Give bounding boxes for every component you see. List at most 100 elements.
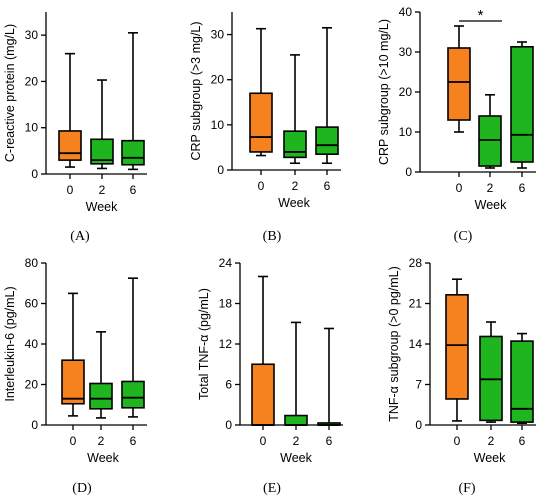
y-tick-label: 20	[399, 85, 413, 99]
box-week-2	[284, 321, 308, 426]
chart-panel-3: 0 10 20 30 40 0 2 6 Week CRP subgroup (>10 mg/L) *…	[377, 5, 536, 244]
box-week-0	[251, 275, 275, 426]
y-axis-title: CRP subgroup (>10 mg/L)	[377, 19, 391, 165]
box-iqr	[478, 115, 502, 167]
x-tick-label: 2	[99, 183, 106, 197]
chart-panel-6: 0 7 14 21 28 0 2 6 Week TNF-α subgroup (>0 pg/mL)…	[387, 256, 536, 496]
x-tick-label: 6	[130, 183, 137, 197]
box-week-6	[315, 26, 339, 165]
panel-label: (E)	[263, 481, 281, 496]
y-tick-label: 60	[25, 297, 39, 311]
y-tick-label: 0	[415, 418, 422, 432]
box-week-6	[121, 277, 145, 418]
y-tick-label: 21	[409, 297, 423, 311]
y-axis-title: TNF-α subgroup (>0 pg/mL)	[387, 266, 401, 422]
box-iqr	[58, 130, 82, 161]
panel-label: (C)	[454, 229, 473, 244]
box-week-0	[445, 278, 469, 422]
box-week-6	[510, 332, 534, 425]
panel-label: (B)	[263, 229, 282, 244]
y-axis-title: CRP subgroup (>3 mg/L)	[189, 21, 203, 160]
y-tick-label: 0	[217, 163, 224, 177]
chart-panel-4: 0 20 40 60 80 0 2 6 Week Interleukin-6 (pg/mL) (D)	[3, 256, 147, 496]
y-tick-label: 10	[211, 118, 225, 132]
x-tick-label: 0	[454, 434, 461, 448]
y-tick-label: 80	[25, 256, 39, 270]
box-iqr	[89, 382, 113, 410]
y-tick-label: 0	[31, 418, 38, 432]
y-tick-label: 40	[25, 337, 39, 351]
y-tick-label: 7	[415, 378, 422, 392]
box-week-6	[121, 32, 145, 171]
box-week-0	[61, 292, 85, 417]
y-axis-title: Total TNF-α (pg/mL)	[197, 288, 211, 400]
box-iqr	[251, 363, 275, 426]
y-tick-label: 6	[225, 378, 232, 392]
box-iqr	[90, 138, 114, 165]
x-tick-label: 2	[487, 181, 494, 195]
x-axis-title: Week	[280, 451, 312, 465]
panel-label: (F)	[458, 481, 475, 496]
box-week-2	[283, 54, 307, 165]
x-tick-label: 2	[98, 434, 105, 448]
box-iqr	[121, 380, 145, 409]
y-tick-label: 40	[399, 5, 413, 19]
y-axis-title: Interleukin-6 (pg/mL)	[3, 286, 17, 401]
y-tick-label: 20	[211, 73, 225, 87]
x-tick-label: 2	[488, 434, 495, 448]
box-week-6	[510, 41, 534, 169]
box-week-2	[89, 331, 113, 419]
y-tick-label: 30	[399, 45, 413, 59]
box-iqr	[61, 359, 85, 405]
x-tick-label: 6	[326, 434, 333, 448]
y-tick-label: 30	[25, 28, 39, 42]
panel-label: (D)	[72, 481, 92, 496]
box-week-2	[479, 321, 503, 423]
y-tick-label: 0	[225, 418, 232, 432]
chart-panel-1: 0 10 20 30 0 2 6 Week C-reactive protein (mg/L) (…	[3, 12, 147, 244]
box-week-2	[90, 79, 114, 170]
x-tick-label: 0	[260, 434, 267, 448]
y-tick-label: 10	[25, 121, 39, 135]
chart-panel-5: 0 6 12 18 24 0 2 6 Week Total TNF-α (pg/mL) (E)	[197, 256, 343, 496]
y-tick-label: 28	[409, 256, 423, 270]
panel-label: (A)	[70, 229, 90, 244]
x-tick-label: 2	[293, 434, 300, 448]
y-tick-label: 10	[399, 125, 413, 139]
box-week-0	[249, 27, 273, 157]
box-iqr	[447, 47, 471, 121]
x-axis-title: Week	[475, 198, 507, 212]
x-tick-label: 6	[130, 434, 137, 448]
y-tick-label: 18	[219, 297, 233, 311]
y-tick-label: 24	[219, 256, 233, 270]
box-iqr	[510, 340, 534, 423]
x-axis-title: Week	[86, 200, 118, 214]
box-week-6	[317, 327, 341, 426]
x-tick-label: 0	[67, 183, 74, 197]
chart-panel-2: 0 10 20 30 0 2 6 Week CRP subgroup (>3 mg/L) (B)	[189, 12, 341, 244]
box-iqr	[121, 139, 145, 166]
x-tick-label: 6	[324, 179, 331, 193]
x-axis-title: Week	[474, 451, 506, 465]
significance-star: *	[478, 7, 484, 24]
x-tick-label: 0	[70, 434, 77, 448]
x-tick-label: 2	[292, 179, 299, 193]
y-tick-label: 0	[31, 167, 38, 181]
box-week-0	[58, 52, 82, 168]
y-tick-label: 12	[219, 337, 233, 351]
x-tick-label: 6	[519, 181, 526, 195]
x-tick-label: 0	[258, 179, 265, 193]
x-tick-label: 6	[519, 434, 526, 448]
box-iqr	[510, 45, 534, 163]
y-tick-label: 30	[211, 28, 225, 42]
x-axis-title: Week	[87, 451, 119, 465]
box-week-2	[478, 94, 502, 169]
y-tick-label: 20	[25, 378, 39, 392]
box-iqr	[315, 126, 339, 156]
box-iqr	[445, 294, 469, 400]
y-axis-title: C-reactive protein (mg/L)	[3, 24, 17, 162]
y-tick-label: 0	[405, 165, 412, 179]
y-tick-label: 14	[409, 337, 423, 351]
x-axis-title: Week	[278, 196, 310, 210]
